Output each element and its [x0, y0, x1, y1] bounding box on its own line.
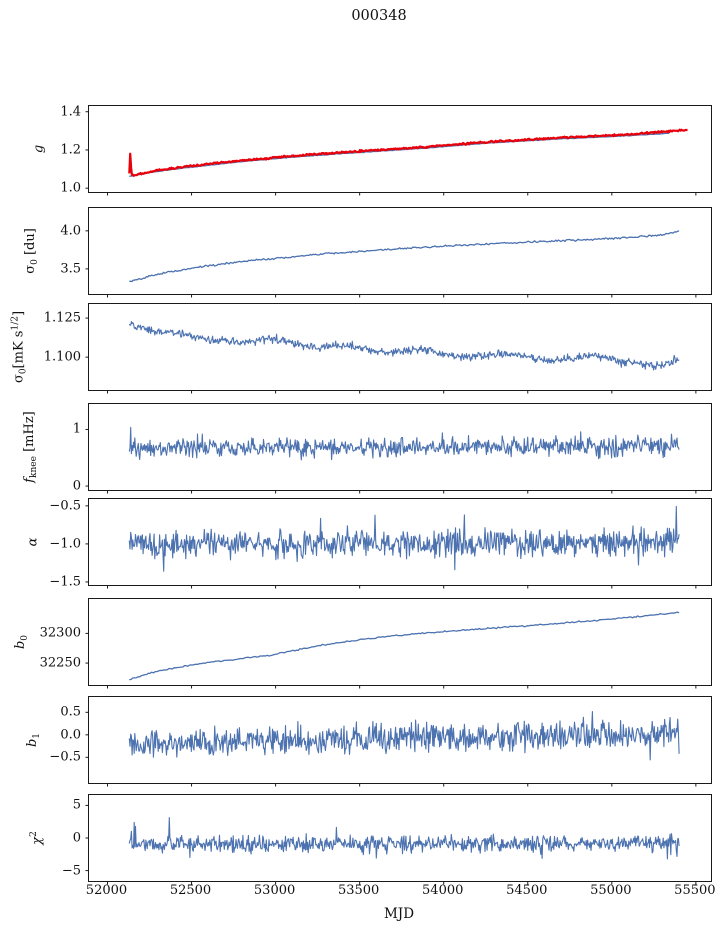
- y-tick-label-b1: 0.0: [60, 727, 81, 743]
- series-b1: [128, 711, 680, 761]
- x-tick-label: 53000: [253, 883, 296, 898]
- y-axis-label-g: g: [31, 144, 47, 154]
- y-axis-label-b0: b0: [13, 634, 30, 650]
- y-tick-label-fknee: 0: [72, 478, 81, 494]
- subplot-sigma0-mK: 1.100 1.125 σ0[mK s1/2]: [11, 303, 712, 394]
- plot-area-sigma0-mK: [85, 317, 697, 394]
- y-tick-label-sigma0-mK: 1.125: [43, 310, 81, 326]
- plot-area-sigma0-du: [85, 230, 697, 298]
- y-tick-label-chi2: 5: [72, 797, 81, 813]
- x-tick-label: 55000: [590, 883, 632, 898]
- subplot-alpha: −0.5 −1.0 −1.5 α: [26, 498, 712, 589]
- y-tick-label-g: 1.4: [60, 104, 81, 120]
- y-tick-label-b0: 32250: [39, 655, 81, 671]
- plot-area-alpha: [85, 505, 697, 589]
- plot-area-fknee: [85, 426, 697, 494]
- y-tick-label-sigma0-du: 3.5: [60, 261, 81, 277]
- y-axis-label-b1: b1: [25, 732, 42, 748]
- plot-area-chi2: [85, 804, 697, 885]
- subplot-b0: 32250 32300 b0: [13, 598, 712, 689]
- plot-area-b0: [85, 611, 697, 689]
- series-fknee: [128, 426, 680, 461]
- plot-area-b1: [85, 711, 697, 787]
- x-tick-label: 54000: [422, 883, 464, 898]
- y-axis-label-chi2: χ2: [29, 831, 45, 845]
- x-tick-label: 53500: [337, 883, 380, 898]
- y-tick-label-g: 1.0: [60, 180, 81, 196]
- subplot-g: 1.0 1.2 1.4 g: [32, 105, 712, 196]
- series-b0: [129, 611, 680, 681]
- y-axis-label-sigma0-du: σ0 [du]: [23, 228, 40, 274]
- y-tick-label-b1: 0.5: [60, 704, 81, 720]
- series-gain-fit-blue: [129, 132, 670, 178]
- y-tick-label-fknee: 1: [72, 421, 81, 437]
- y-tick-label-alpha: −1.5: [49, 574, 81, 590]
- x-axis: MJD 52000 52500 53000 53500 54000 54500 55000 5…: [85, 881, 716, 931]
- series-sigma0-du: [129, 230, 680, 283]
- y-axis-label-sigma0-mK: σ0[mK s1/2]: [10, 310, 29, 384]
- y-tick-label-g: 1.2: [60, 142, 81, 158]
- y-tick-label-sigma0-du: 4.0: [60, 223, 81, 239]
- x-tick-label: 52000: [85, 883, 128, 898]
- y-tick-label-alpha: −0.5: [49, 498, 81, 514]
- y-tick-label-chi2: −5: [61, 863, 81, 879]
- series-chi2: [128, 817, 680, 860]
- x-axis-label: MJD: [383, 906, 415, 922]
- y-axis-label-fknee: fknee [mHz]: [22, 411, 39, 483]
- x-tick-label: 52500: [169, 883, 212, 898]
- subplot-b1: 0.5 0.0 −0.5 b1: [25, 696, 712, 787]
- y-axis-label-alpha: α: [25, 537, 41, 547]
- series-sigma0-mK: [128, 321, 680, 371]
- series-gain-data-red: [128, 128, 688, 177]
- x-tick-label: 54500: [506, 883, 548, 898]
- plot-area-g: [85, 111, 697, 196]
- series-alpha: [128, 505, 680, 572]
- subplot-fknee: 0 1 fknee [mHz]: [22, 403, 712, 494]
- y-tick-label-alpha: −1.0: [49, 536, 81, 552]
- subplot-chi2: 5 0 −5 χ2: [29, 794, 712, 885]
- y-tick-label-chi2: 0: [72, 830, 81, 846]
- y-tick-label-b1: −0.5: [49, 749, 81, 765]
- subplot-sigma0-du: 3.5 4.0 σ0 [du]: [23, 207, 712, 298]
- y-tick-label-b0: 32300: [39, 625, 81, 641]
- x-tick-label: 55500: [674, 883, 716, 898]
- y-tick-label-sigma0-mK: 1.100: [43, 349, 81, 365]
- figure-title: 000348: [351, 8, 407, 24]
